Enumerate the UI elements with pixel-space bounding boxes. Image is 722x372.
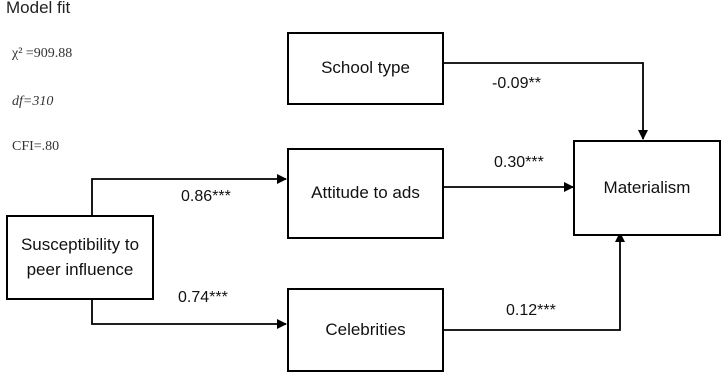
coef-celebrities-materialism: 0.12***: [506, 302, 556, 319]
model-fit-title: Model fit: [6, 0, 71, 17]
node-attitude-label: Attitude to ads: [311, 183, 420, 203]
coef-school-materialism: -0.09**: [492, 75, 541, 92]
arrow-susceptibility-to-celebrities: [91, 299, 287, 329]
coef-susceptibility-celebrities: 0.74***: [178, 289, 228, 306]
node-celebrities: Celebrities: [287, 288, 444, 372]
node-materialism-label: Materialism: [603, 177, 691, 197]
node-susceptibility-label: Susceptibility to peer influence: [20, 234, 140, 279]
coef-attitude-materialism: 0.30***: [494, 154, 544, 171]
arrow-school-to-materialism: [443, 62, 648, 140]
node-celebrities-label: Celebrities: [325, 319, 406, 339]
node-attitude-to-ads: Attitude to ads: [287, 148, 444, 239]
arrow-susceptibility-to-attitude: [91, 174, 287, 216]
coef-susceptibility-attitude: 0.86***: [181, 188, 231, 205]
chi-square-stat: χ² =909.88: [12, 46, 73, 61]
cfi-stat: CFI=.80: [12, 139, 60, 154]
node-susceptibility: Susceptibility to peer influence: [6, 215, 154, 300]
df-stat: df=310: [12, 94, 54, 109]
node-school-type-label: School type: [321, 58, 410, 78]
arrow-celebrities-to-materialism: [443, 232, 625, 331]
node-materialism: Materialism: [573, 140, 721, 236]
node-school-type: School type: [287, 32, 444, 105]
